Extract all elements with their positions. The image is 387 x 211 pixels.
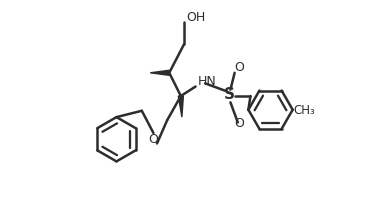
Polygon shape — [178, 96, 183, 117]
Polygon shape — [150, 70, 169, 75]
Text: O: O — [235, 117, 245, 130]
Text: CH₃: CH₃ — [294, 104, 315, 117]
Text: O: O — [149, 134, 158, 146]
Text: S: S — [224, 87, 235, 102]
Text: HN: HN — [197, 76, 216, 88]
Text: OH: OH — [186, 11, 205, 24]
Text: O: O — [235, 61, 245, 74]
